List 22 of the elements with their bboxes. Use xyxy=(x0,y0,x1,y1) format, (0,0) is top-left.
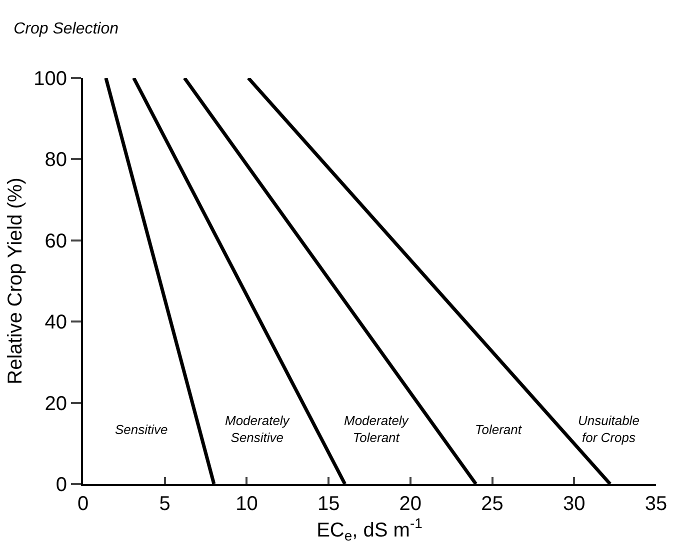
annotation: Moderately Tolerant xyxy=(344,413,410,445)
annotation: Unsuitable for Crops xyxy=(578,413,640,445)
y-tick-label: 60 xyxy=(44,230,67,252)
annotation: Moderately Sensitive xyxy=(225,413,291,445)
x-tick-label: 15 xyxy=(317,493,340,515)
y-tick-label: 20 xyxy=(44,392,67,415)
y-axis-title: Relative Crop Yield (%) xyxy=(4,178,27,384)
chart-title: Crop Selection xyxy=(14,20,119,38)
x-axis-title: EC$_{e}$, dS m$^{-1}$ xyxy=(316,515,423,544)
annotation: Tolerant xyxy=(475,422,523,437)
x-tick-label: 5 xyxy=(159,493,170,515)
x-tick-label: 25 xyxy=(481,493,504,515)
y-tick-label: 0 xyxy=(56,474,67,496)
y-tick-label: 40 xyxy=(44,312,67,334)
annotation: Sensitive xyxy=(115,422,168,437)
x-tick-label: 30 xyxy=(563,493,586,515)
y-tick-label: 80 xyxy=(44,149,67,172)
x-tick-label: 20 xyxy=(399,493,422,515)
y-tick-label: 100 xyxy=(34,68,67,90)
x-tick-label: 35 xyxy=(644,493,668,515)
x-tick-label: 10 xyxy=(236,493,258,515)
x-tick-label: 0 xyxy=(77,493,89,515)
